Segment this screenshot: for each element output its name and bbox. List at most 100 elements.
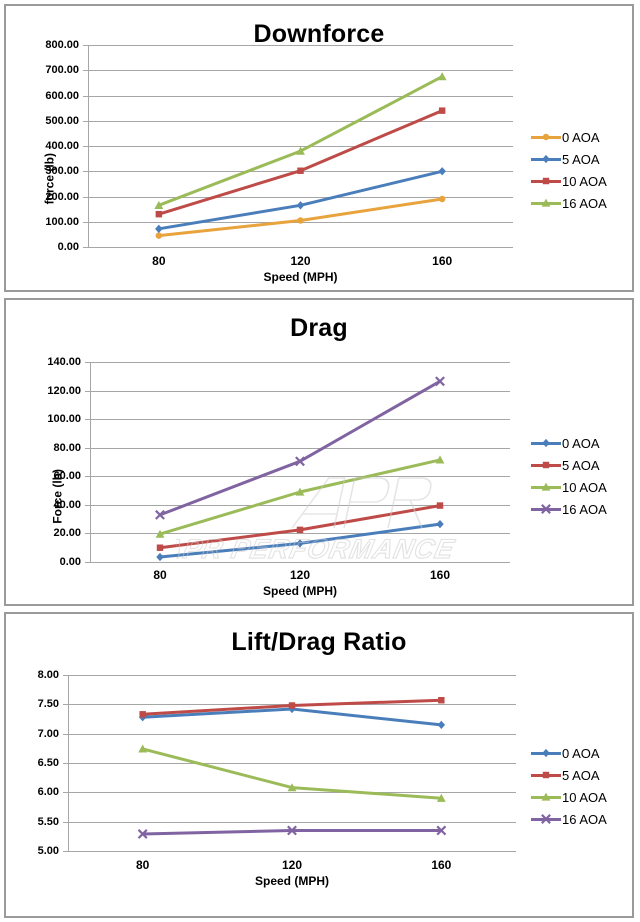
y-tick-mark: [83, 45, 88, 46]
gridline: [88, 45, 513, 46]
series-layer: [154, 72, 447, 239]
gridline: [90, 391, 510, 392]
y-axis-tick-label: 7.00: [37, 727, 59, 740]
chart-panel-lift-drag-ratio: Lift/Drag Ratio 0 AOA 5 AOA 10 AOA 16 AOA 5…: [4, 612, 634, 918]
gridline: [88, 96, 513, 97]
y-axis-tick-label: 40.00: [53, 498, 81, 511]
y-axis-tick-label: 200.00: [45, 190, 79, 203]
y-axis-line: [68, 675, 69, 851]
legend-marker-icon: [531, 746, 561, 760]
legend-item-0-aoa[interactable]: 0 AOA: [531, 126, 607, 148]
y-tick-mark: [83, 197, 88, 198]
y-axis-tick-label: 700.00: [45, 64, 79, 77]
x-axis-title: Speed (MPH): [254, 874, 330, 888]
legend-item-label: 16 AOA: [562, 501, 607, 517]
series-layer: [137, 697, 447, 839]
legend-marker-icon: [531, 152, 561, 166]
legend-item-16-aoa[interactable]: 16 AOA: [531, 498, 607, 520]
y-axis-title: Force (lb): [50, 469, 65, 524]
chart-panel-downforce: Downforce 0 AOA 5 AOA 10 AOA 16 AOA 0.00 100…: [4, 4, 634, 292]
plot-area-lift-drag-ratio: [63, 675, 516, 852]
gridline: [68, 851, 516, 852]
y-tick-mark: [63, 822, 68, 823]
y-tick-mark: [85, 505, 90, 506]
y-axis-tick-label: 5.50: [37, 815, 59, 828]
legend-item-label: 0 AOA: [562, 129, 600, 145]
y-axis-line: [88, 45, 89, 247]
legend-item-label: 16 AOA: [562, 811, 607, 827]
legend-downforce: 0 AOA 5 AOA 10 AOA 16 AOA: [531, 126, 607, 214]
legend-marker-icon: [531, 174, 561, 188]
legend-item-label: 10 AOA: [562, 173, 607, 189]
x-axis-tick-label: 160: [432, 254, 453, 268]
y-tick-mark: [85, 533, 90, 534]
x-axis-title: Speed (MPH): [262, 584, 338, 598]
y-tick-mark: [85, 476, 90, 477]
gridline: [90, 419, 510, 420]
legend-item-10-aoa[interactable]: 10 AOA: [531, 476, 607, 498]
legend-item-label: 0 AOA: [562, 435, 600, 451]
legend-item-label: 10 AOA: [562, 789, 607, 805]
legend-marker-icon: [531, 790, 561, 804]
series-16-aoa: [155, 376, 445, 520]
y-axis-tick-label: 120.00: [47, 384, 81, 397]
legend-item-label: 5 AOA: [562, 151, 600, 167]
legend-item-5-aoa[interactable]: 5 AOA: [531, 148, 607, 170]
gridline: [88, 70, 513, 71]
y-axis-tick-label: 0.00: [59, 556, 81, 568]
legend-drag: 0 AOA 5 AOA 10 AOA 16 AOA: [531, 432, 607, 520]
y-tick-mark: [83, 96, 88, 97]
y-axis-tick-label: 500.00: [45, 114, 79, 127]
legend-marker-icon: [531, 502, 561, 516]
y-axis-title: force (lb): [42, 153, 57, 205]
legend-item-5-aoa[interactable]: 5 AOA: [531, 764, 607, 786]
y-axis-tick-label: 80.00: [53, 441, 81, 454]
legend-marker-icon: [531, 768, 561, 782]
y-tick-mark: [85, 448, 90, 449]
legend-item-16-aoa[interactable]: 16 AOA: [531, 192, 607, 214]
legend-item-0-aoa[interactable]: 0 AOA: [531, 432, 607, 454]
legend-item-16-aoa[interactable]: 16 AOA: [531, 808, 607, 830]
legend-marker-icon: [531, 436, 561, 450]
series-10-aoa: [155, 107, 446, 218]
y-axis-tick-label: 20.00: [53, 527, 81, 540]
y-tick-mark: [63, 704, 68, 705]
legend-marker-icon: [531, 196, 561, 210]
gridline: [90, 562, 510, 563]
y-axis-tick-label: 600.00: [45, 89, 79, 102]
y-tick-mark: [83, 247, 88, 248]
series-5-aoa: [155, 167, 446, 233]
x-axis-tick-label: 80: [135, 858, 150, 872]
gridline: [88, 197, 513, 198]
legend-item-label: 0 AOA: [562, 745, 600, 761]
gridline: [68, 822, 516, 823]
gridline: [90, 448, 510, 449]
gridline: [88, 146, 513, 147]
y-axis-tick-label: 100.00: [47, 413, 81, 426]
legend-item-10-aoa[interactable]: 10 AOA: [531, 786, 607, 808]
x-axis-tick-label: 80: [152, 254, 166, 268]
legend-item-10-aoa[interactable]: 10 AOA: [531, 170, 607, 192]
series-layer: [155, 376, 445, 562]
y-axis-tick-label: 0.00: [57, 241, 79, 253]
legend-item-5-aoa[interactable]: 5 AOA: [531, 454, 607, 476]
y-axis-tick-label: 6.00: [37, 786, 59, 799]
series-10-aoa: [155, 455, 445, 538]
y-axis-tick-label: 140.00: [47, 356, 81, 368]
series-16-aoa: [137, 825, 447, 839]
series-16-aoa: [154, 72, 447, 209]
x-axis-tick-label: 120: [281, 858, 303, 872]
legend-marker-icon: [531, 480, 561, 494]
legend-item-label: 5 AOA: [562, 457, 600, 473]
legend-item-label: 5 AOA: [562, 767, 600, 783]
y-axis-line: [90, 362, 91, 562]
gridline: [68, 792, 516, 793]
y-tick-mark: [85, 419, 90, 420]
gridline: [88, 121, 513, 122]
x-axis-tick-label: 120: [290, 254, 311, 268]
legend-item-label: 16 AOA: [562, 195, 607, 211]
y-axis-tick-label: 800.00: [45, 39, 79, 51]
y-axis-tick-label: 300.00: [45, 165, 79, 178]
legend-item-0-aoa[interactable]: 0 AOA: [531, 742, 607, 764]
